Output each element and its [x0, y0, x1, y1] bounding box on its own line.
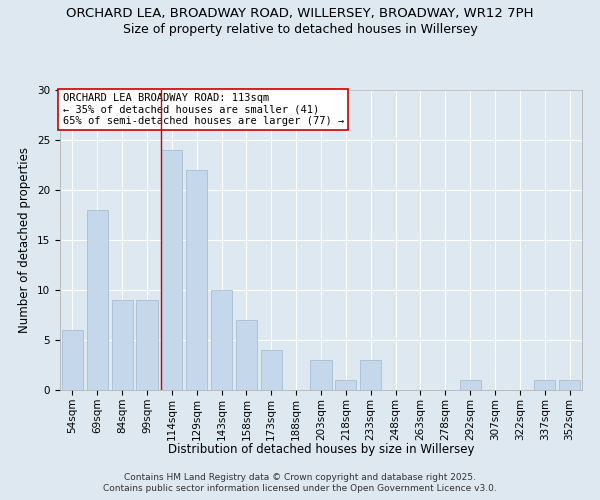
Text: Contains public sector information licensed under the Open Government Licence v3: Contains public sector information licen…	[103, 484, 497, 493]
Bar	[261, 350, 282, 390]
Text: Contains HM Land Registry data © Crown copyright and database right 2025.: Contains HM Land Registry data © Crown c…	[124, 472, 476, 482]
Bar	[112, 300, 133, 390]
Bar	[360, 360, 381, 390]
Bar	[161, 150, 182, 390]
Bar	[460, 380, 481, 390]
Text: ORCHARD LEA BROADWAY ROAD: 113sqm
← 35% of detached houses are smaller (41)
65% : ORCHARD LEA BROADWAY ROAD: 113sqm ← 35% …	[62, 93, 344, 126]
Text: Size of property relative to detached houses in Willersey: Size of property relative to detached ho…	[122, 22, 478, 36]
Bar	[211, 290, 232, 390]
Bar	[335, 380, 356, 390]
Bar	[310, 360, 332, 390]
Bar	[559, 380, 580, 390]
Bar	[62, 330, 83, 390]
Bar	[534, 380, 555, 390]
Bar	[136, 300, 158, 390]
Bar	[186, 170, 207, 390]
Bar	[236, 320, 257, 390]
Text: ORCHARD LEA, BROADWAY ROAD, WILLERSEY, BROADWAY, WR12 7PH: ORCHARD LEA, BROADWAY ROAD, WILLERSEY, B…	[66, 8, 534, 20]
Y-axis label: Number of detached properties: Number of detached properties	[19, 147, 31, 333]
Text: Distribution of detached houses by size in Willersey: Distribution of detached houses by size …	[168, 442, 474, 456]
Bar	[87, 210, 108, 390]
